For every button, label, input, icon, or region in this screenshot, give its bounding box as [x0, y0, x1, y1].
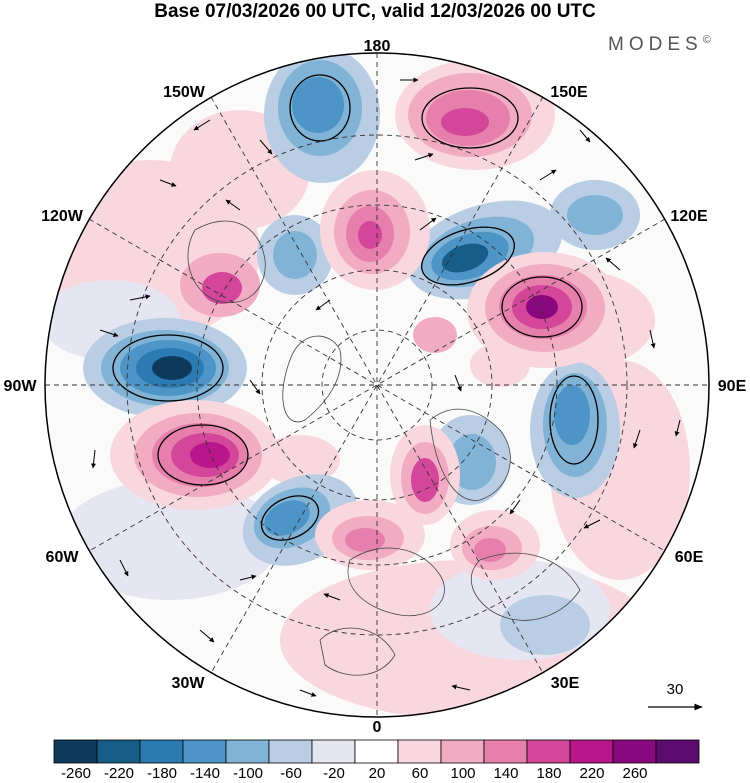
colorbar-label: 220 — [579, 765, 604, 782]
vector-key: 30 — [648, 681, 703, 711]
lon-label-30w: 30W — [172, 675, 206, 692]
lon-label-60e: 60E — [675, 549, 704, 566]
colorbar-label: -140 — [190, 765, 220, 782]
height-contours — [112, 74, 599, 541]
vector-key-label: 30 — [667, 681, 684, 698]
lon-label-0: 0 — [373, 719, 382, 736]
colorbar-label: 20 — [369, 765, 386, 782]
colorbar-labels: -260 -220 -180 -140 -100 -60 -20 20 60 1… — [61, 765, 648, 782]
colorbar-label: -100 — [233, 765, 263, 782]
coastlines — [187, 220, 581, 676]
colorbar-label: 260 — [622, 765, 647, 782]
colorbar-swatch — [96, 739, 141, 764]
lon-label-180: 180 — [364, 38, 391, 55]
colorbar-label: -180 — [147, 765, 177, 782]
colorbar-swatch — [526, 739, 571, 764]
anomaly-field — [45, 53, 709, 717]
colorbar-swatch — [440, 739, 485, 764]
colorbar-swatch — [354, 739, 399, 764]
colorbar-label: -260 — [61, 765, 91, 782]
colorbar-label: -60 — [280, 765, 302, 782]
lon-label-30e: 30E — [551, 675, 580, 692]
brand-mark: © — [702, 34, 711, 46]
lon-label-120e: 120E — [670, 208, 708, 225]
brand-name: MODES — [608, 34, 703, 55]
map-border — [44, 52, 710, 718]
lon-label-60w: 60W — [46, 549, 80, 566]
lon-label-120w: 120W — [41, 208, 84, 225]
colorbar-swatch — [139, 739, 184, 764]
colorbar-swatch — [225, 739, 270, 764]
colorbar-label: -220 — [104, 765, 134, 782]
colorbar-label: 140 — [493, 765, 518, 782]
graticule — [45, 53, 709, 717]
brand-logo: MODES© — [608, 34, 711, 56]
colorbar-swatch — [182, 739, 227, 764]
colorbar-swatch — [311, 739, 356, 764]
colorbar-swatch — [483, 739, 528, 764]
lon-label-150w: 150W — [163, 84, 206, 101]
colorbar-label: 100 — [450, 765, 475, 782]
colorbar-swatch — [53, 739, 98, 764]
lon-label-150e: 150E — [550, 84, 588, 101]
colorbar-label: 60 — [412, 765, 429, 782]
colorbar-label: -20 — [323, 765, 345, 782]
colorbar-swatch — [268, 739, 313, 764]
colorbar-swatch — [569, 739, 614, 764]
colorbar-label: 180 — [536, 765, 561, 782]
colorbar — [53, 739, 700, 764]
colorbar-swatch — [612, 739, 657, 764]
chart-title: Base 07/03/2026 00 UTC, valid 12/03/2026… — [154, 1, 596, 22]
lon-label-90e: 90E — [718, 378, 747, 395]
positive-anomaly-cells — [110, 60, 623, 580]
colorbar-swatch — [397, 739, 442, 764]
longitude-labels: 180 150E 120E 90E 60E 30E 0 30W 60W 90W … — [4, 38, 747, 736]
colorbar-swatch — [655, 739, 700, 764]
lon-label-90w: 90W — [4, 378, 38, 395]
